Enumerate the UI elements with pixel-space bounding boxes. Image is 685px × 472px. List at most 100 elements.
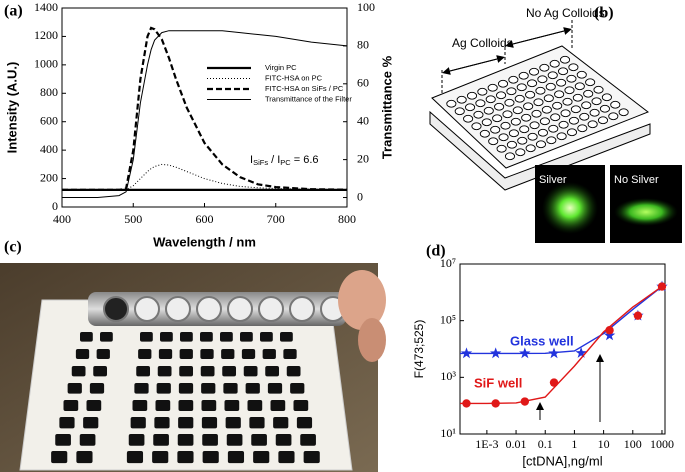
- well: [488, 137, 499, 146]
- well: [245, 383, 260, 394]
- well: [278, 451, 295, 464]
- well: [67, 383, 82, 394]
- strip-well: [134, 296, 160, 322]
- point: [460, 347, 473, 359]
- point: [462, 399, 471, 408]
- x-tick-label: 1000: [650, 437, 674, 451]
- well: [539, 117, 550, 126]
- well: [75, 349, 90, 359]
- series-line: [62, 26, 348, 191]
- well: [490, 125, 501, 134]
- well: [180, 332, 193, 342]
- y2-tick-label: 80: [357, 38, 369, 52]
- finger: [358, 318, 386, 362]
- well: [249, 417, 265, 429]
- well: [179, 366, 194, 377]
- well: [463, 114, 474, 123]
- well: [566, 128, 578, 137]
- x-tick-label: 1: [571, 437, 577, 451]
- well: [504, 98, 515, 107]
- point: [657, 282, 667, 291]
- x-tick-label: 0.1: [538, 437, 553, 451]
- well: [525, 90, 536, 99]
- well: [178, 417, 194, 429]
- panel-a: (a) 400 500 600 700 800020040060080010001200…: [4, 0, 394, 249]
- point: [548, 347, 560, 359]
- y-axis-title: F(473;525): [412, 320, 426, 379]
- well: [508, 75, 519, 84]
- y2-tick-label: 100: [357, 0, 375, 14]
- well: [533, 98, 544, 107]
- well: [200, 332, 213, 342]
- annotation-part: / I: [268, 154, 280, 166]
- well: [126, 451, 144, 464]
- well: [283, 349, 297, 359]
- well: [157, 366, 172, 377]
- well: [539, 63, 550, 72]
- x-tick-label: 700: [267, 212, 285, 226]
- arrow: [442, 57, 502, 75]
- well: [591, 97, 602, 106]
- series-line: [62, 30, 348, 198]
- well: [548, 124, 559, 133]
- well: [290, 383, 305, 394]
- well: [574, 82, 585, 91]
- well: [531, 109, 542, 118]
- strip-well: [103, 296, 129, 322]
- y-tick-label: 1200: [34, 28, 58, 42]
- y-tick-label: 400: [40, 142, 58, 156]
- well: [286, 366, 301, 377]
- well: [134, 383, 149, 394]
- well: [220, 332, 233, 342]
- y-tick-label: 200: [40, 170, 58, 184]
- well: [136, 366, 151, 377]
- y-tick-label: 10³: [440, 369, 456, 383]
- well: [200, 366, 215, 377]
- well: [554, 90, 565, 99]
- strip-well: [165, 296, 191, 322]
- well: [537, 128, 548, 137]
- strip-well: [289, 296, 315, 322]
- arrow: [505, 29, 569, 48]
- panel-label: (b): [594, 5, 614, 22]
- well: [479, 129, 490, 138]
- x-tick-label: 100: [624, 437, 642, 451]
- strip-well: [196, 296, 222, 322]
- x-axis-title: Wavelength / nm: [153, 234, 256, 249]
- well: [481, 118, 492, 127]
- well: [93, 366, 108, 377]
- x-tick-label: 400: [53, 212, 71, 226]
- well: [568, 116, 579, 125]
- well: [152, 451, 169, 464]
- well: [158, 349, 173, 359]
- well: [260, 332, 273, 342]
- well: [577, 124, 588, 133]
- well: [560, 109, 571, 118]
- series-label: SiF well: [474, 375, 522, 390]
- well: [83, 417, 99, 429]
- well: [226, 434, 243, 446]
- well: [140, 332, 153, 342]
- well: [293, 400, 309, 412]
- well: [262, 349, 276, 359]
- well: [523, 102, 534, 111]
- well: [506, 140, 517, 149]
- well: [568, 63, 579, 72]
- panel-b: (b) No Ag Colloids Ag Colloids Silver No…: [429, 5, 682, 243]
- well: [497, 79, 509, 88]
- well: [485, 95, 496, 104]
- well: [178, 400, 194, 412]
- well: [100, 332, 113, 342]
- well: [128, 434, 145, 446]
- well: [589, 108, 600, 117]
- x-tick-label: 10: [598, 437, 610, 451]
- y-tick-label: 600: [40, 113, 58, 127]
- well: [465, 103, 476, 112]
- well: [253, 451, 270, 464]
- panel-c: (c): [0, 239, 386, 472]
- well: [508, 129, 519, 138]
- well: [579, 112, 590, 121]
- well: [71, 366, 86, 377]
